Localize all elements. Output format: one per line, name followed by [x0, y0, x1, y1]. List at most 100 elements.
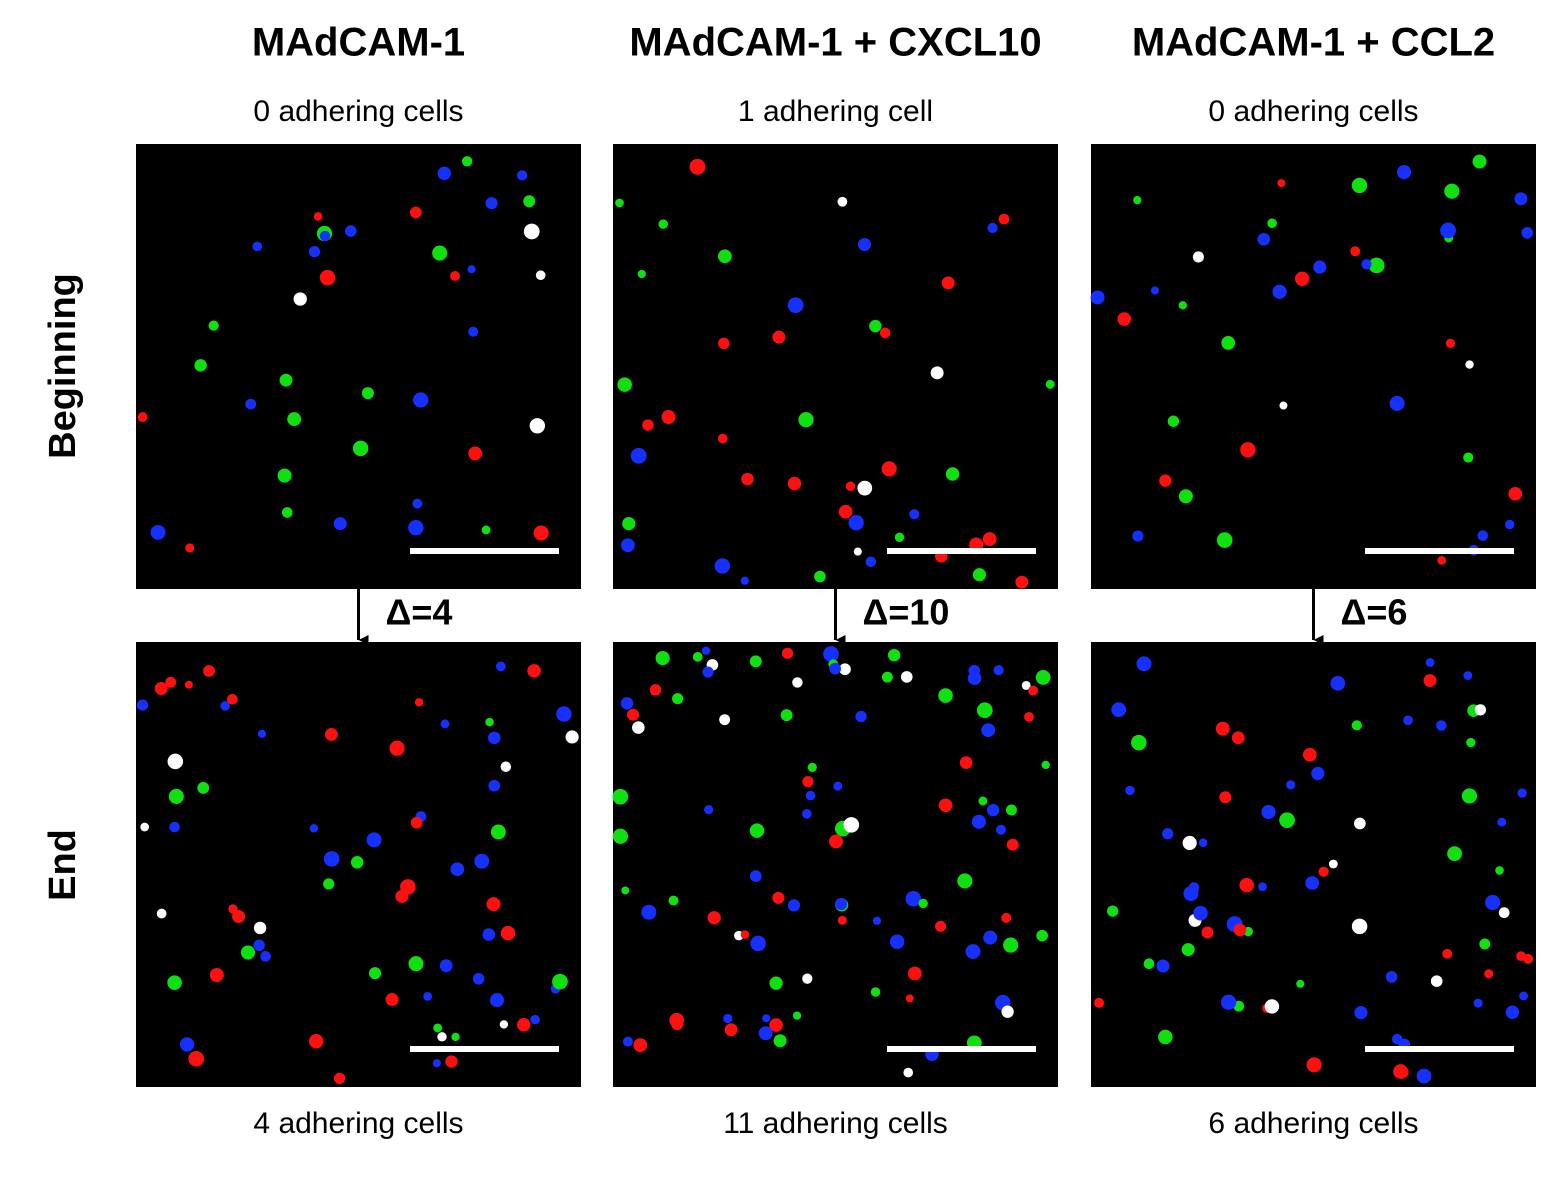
cell-dot: [807, 762, 817, 772]
micrograph: [613, 144, 1058, 589]
cell-dot: [240, 945, 256, 960]
cell-dot: [741, 472, 754, 486]
cell-dot: [750, 935, 766, 952]
cell-dot: [1264, 999, 1280, 1014]
cell-dot: [1485, 894, 1501, 910]
cell-dot: [1442, 948, 1453, 959]
cell-dot: [1474, 704, 1487, 716]
cell-dot: [293, 292, 307, 306]
cell-dot: [167, 975, 182, 990]
cell-dot: [627, 708, 640, 721]
cell-dot: [1440, 222, 1456, 239]
cell-dot: [140, 822, 150, 832]
count-label: 1 adhering cell: [738, 95, 933, 128]
cell-dot: [986, 803, 1000, 817]
cell-dot: [1240, 442, 1256, 458]
cell-dot: [368, 967, 382, 980]
cell-dot: [1351, 177, 1368, 194]
cell-dot: [1447, 846, 1462, 862]
delta-label: Δ=4: [386, 592, 453, 633]
cell-dot: [903, 1067, 914, 1078]
cell-dot: [1473, 998, 1483, 1008]
cell-dot: [965, 944, 981, 959]
cell-dot: [1461, 788, 1478, 804]
cell-dot: [413, 392, 429, 408]
cell-dot: [1158, 1029, 1173, 1045]
cell-dot: [655, 651, 670, 666]
cell-dot: [1351, 918, 1368, 935]
cell-dot: [556, 706, 572, 722]
cell-dot: [814, 570, 826, 583]
cell-dot: [1267, 218, 1277, 229]
cell-dot: [1167, 415, 1180, 427]
cell-dot: [1472, 154, 1487, 169]
cell-dot: [395, 889, 409, 903]
cell-dot: [468, 326, 479, 337]
column-title: MAdCAM-1 + CCL2: [1132, 21, 1495, 65]
cell-dot: [433, 1023, 443, 1033]
cell-dot: [1024, 711, 1034, 722]
delta-label: Δ=10: [863, 592, 950, 633]
cell-dot: [769, 976, 783, 990]
cell-dot: [257, 729, 267, 738]
cell-dot: [1131, 734, 1147, 751]
cell-dot: [485, 197, 498, 210]
cell-dot: [787, 297, 804, 314]
cell-dot: [167, 753, 184, 770]
cell-dot: [787, 899, 801, 912]
cell-dot: [1519, 991, 1529, 1001]
cell-dot: [1306, 1057, 1322, 1073]
cell-dot: [232, 909, 246, 923]
cell-dot: [1313, 260, 1327, 274]
cell-dot: [829, 834, 843, 849]
cell-dot: [945, 467, 960, 481]
cell-dot: [252, 241, 263, 252]
cell-dot: [792, 1011, 802, 1020]
cell-dot: [1403, 715, 1413, 726]
cell-dot: [1133, 196, 1142, 205]
cell-dot: [938, 688, 953, 703]
cell-dot: [489, 993, 505, 1008]
cell-dot: [1296, 979, 1305, 988]
cell-dot: [938, 798, 953, 813]
cell-dot: [1143, 958, 1155, 970]
cell-dot: [1233, 923, 1247, 937]
cell-dot: [1216, 532, 1233, 548]
cell-dot: [565, 730, 579, 744]
cell-dot: [1028, 685, 1039, 696]
cell-dot: [749, 655, 762, 668]
cell-dot: [978, 796, 988, 806]
cell-dot: [718, 249, 732, 264]
cell-dot: [1508, 486, 1523, 501]
cell-dot: [260, 951, 271, 962]
cell-dot: [1328, 859, 1338, 869]
cell-dot: [309, 1034, 324, 1049]
cell-dot: [1041, 760, 1050, 770]
cell-dot: [1003, 937, 1019, 953]
cell-dot: [792, 677, 803, 688]
cell-dot: [930, 366, 944, 380]
cell-dot: [486, 897, 501, 912]
cell-dot: [1318, 866, 1329, 877]
cell-dot: [621, 538, 635, 553]
cell-dot: [1156, 959, 1170, 973]
cell-dot: [1279, 401, 1288, 410]
cell-dot: [642, 419, 654, 431]
scale-bar: [410, 1046, 559, 1052]
cell-dot: [1181, 943, 1195, 957]
cell-dot: [1350, 246, 1361, 257]
scale-bar: [1365, 1046, 1514, 1052]
cell-dot: [352, 440, 369, 457]
cell-dot: [1005, 804, 1017, 816]
cell-dot: [881, 461, 897, 477]
cell-dot: [156, 908, 167, 919]
cell-dot: [1125, 785, 1135, 796]
cell-dot: [1504, 519, 1515, 530]
cell-dot: [529, 418, 546, 434]
cell-dot: [1385, 971, 1398, 983]
cell-dot: [889, 934, 905, 949]
cell-dot: [439, 959, 453, 973]
cell-dot: [772, 330, 786, 344]
cell-dot: [993, 665, 1004, 676]
